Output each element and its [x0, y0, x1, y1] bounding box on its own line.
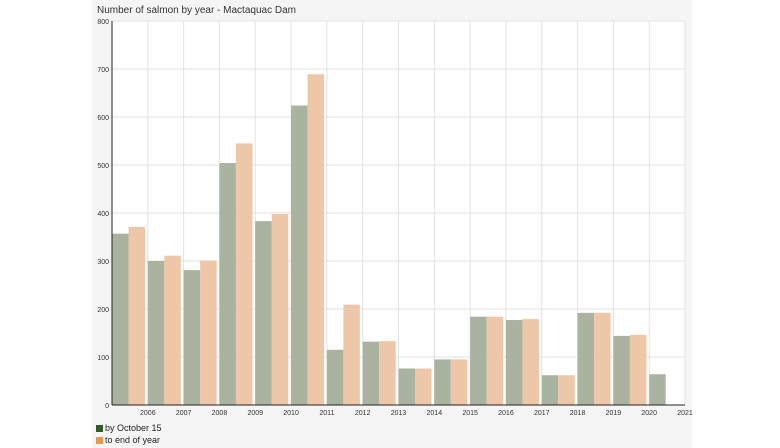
bar-by-october — [362, 341, 380, 405]
bar-by-october — [112, 233, 129, 405]
legend-item-end-of-year: to end of year — [96, 435, 160, 445]
bar-by-october — [147, 261, 165, 405]
legend-swatch-end-of-year — [96, 436, 103, 444]
bar-end-of-year — [271, 213, 289, 405]
legend-item-by-october: by October 15 — [96, 423, 162, 433]
x-tick-label: 2006 — [140, 410, 156, 417]
x-tick-label: 2014 — [427, 410, 443, 417]
bar-by-october — [434, 359, 451, 405]
x-tick-label: 2011 — [319, 410, 334, 417]
x-tick-label: 2012 — [355, 410, 371, 417]
y-tick-label: 800 — [97, 19, 109, 26]
y-tick-label: 300 — [97, 259, 109, 266]
y-tick-label: 400 — [97, 211, 109, 218]
x-tick-label: 2016 — [498, 410, 514, 417]
bar-by-october — [505, 320, 523, 405]
bar-by-october — [613, 335, 630, 405]
bar-by-october — [470, 316, 487, 405]
bar-end-of-year — [307, 74, 325, 405]
bar-end-of-year — [450, 359, 468, 405]
bar-by-october — [255, 221, 272, 405]
x-tick-label: 2020 — [641, 410, 657, 417]
bar-by-october — [577, 312, 595, 405]
x-tick-label: 2015 — [462, 410, 478, 417]
bar-by-october — [649, 374, 666, 405]
x-tick-label: 2019 — [606, 410, 622, 417]
x-tick-label: 2010 — [283, 410, 299, 417]
y-tick-label: 600 — [97, 115, 109, 122]
y-tick-label: 100 — [97, 355, 109, 362]
legend-swatch-by-october — [96, 424, 103, 432]
bar-by-october — [291, 105, 308, 405]
bar-end-of-year — [200, 260, 217, 405]
chart-title: Number of salmon by year - Mactaquac Dam — [97, 5, 296, 16]
legend-label-end-of-year: to end of year — [105, 435, 161, 445]
x-tick-label: 2021 — [677, 410, 693, 417]
x-tick-label: 2013 — [391, 410, 407, 417]
bar-by-october — [326, 349, 344, 405]
x-tick-label: 2018 — [570, 410, 586, 417]
x-tick-label: 2009 — [247, 410, 263, 417]
bar-end-of-year — [629, 334, 647, 405]
x-tick-label: 2008 — [212, 410, 228, 417]
bar-end-of-year — [128, 226, 145, 405]
bar-by-october — [541, 375, 559, 405]
x-tick-label: 2017 — [534, 410, 550, 417]
bar-by-october — [219, 163, 236, 405]
bar-end-of-year — [379, 341, 396, 405]
bar-end-of-year — [558, 375, 575, 405]
bar-end-of-year — [522, 319, 539, 405]
bar-end-of-year — [486, 316, 504, 405]
bar-end-of-year — [343, 304, 360, 405]
y-tick-label: 200 — [97, 307, 109, 314]
bar-end-of-year — [235, 143, 253, 405]
y-tick-label: 0 — [105, 403, 109, 410]
y-tick-label: 700 — [97, 67, 109, 74]
x-tick-label: 2007 — [176, 410, 192, 417]
bar-end-of-year — [594, 312, 611, 405]
legend-label-by-october: by October 15 — [105, 423, 162, 433]
bar-by-october — [183, 270, 201, 405]
bar-by-october — [398, 368, 415, 405]
bar-end-of-year — [164, 255, 181, 405]
y-tick-label: 500 — [97, 163, 109, 170]
bar-end-of-year — [415, 368, 432, 405]
